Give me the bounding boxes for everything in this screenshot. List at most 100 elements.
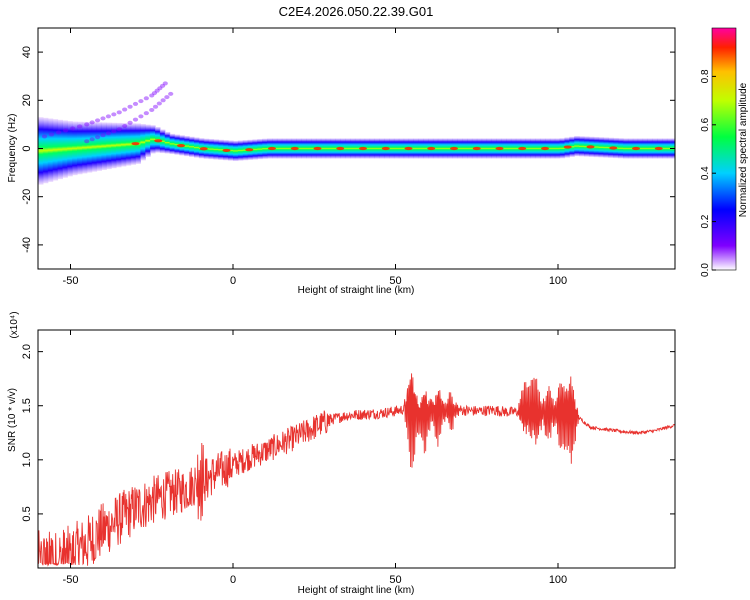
- spectrogram-band-column: [481, 138, 488, 159]
- colorbar-label: Normalized spectral amplitude: [738, 82, 749, 217]
- spectrogram-band-column: [101, 122, 107, 170]
- spectrogram-harmonic-dot: [105, 114, 112, 119]
- spectrogram-band-column: [320, 138, 327, 159]
- spectrogram-band-column: [120, 123, 127, 167]
- colorbar-tick-label: 0.4: [700, 166, 711, 180]
- spectrogram-band-column: [579, 136, 585, 157]
- spectrogram-peak: [336, 146, 345, 151]
- spectrogram-harmonic-dot: [89, 137, 95, 142]
- spectrogram-band-column: [437, 138, 444, 159]
- colorbar-tick-label: 0.2: [700, 214, 711, 228]
- spectrogram-band-column: [252, 139, 258, 160]
- snr-x-tick-label: 50: [389, 574, 401, 586]
- spectrogram-band-column: [228, 140, 234, 161]
- spectrogram-band-column: [57, 119, 63, 180]
- spectrogram-band-column: [569, 136, 575, 157]
- spectrogram-band-column: [159, 129, 166, 154]
- spectrogram-band-column: [306, 138, 312, 159]
- spectrogram-band-column: [96, 122, 102, 171]
- spectrogram-peak: [381, 146, 390, 151]
- spectrogram-band-column: [281, 138, 288, 159]
- spectrogram-band-column: [364, 138, 371, 159]
- spectrogram-band-column: [111, 122, 117, 169]
- snr-x-tick-label: -50: [63, 574, 79, 586]
- spectrogram-harmonic-dot: [105, 131, 112, 136]
- spectrogram-harmonic-dot: [143, 96, 149, 101]
- spectrogram-harmonic-dot: [122, 107, 128, 112]
- spectrogram-band-column: [354, 138, 361, 159]
- spectrogram-band-column: [330, 138, 336, 159]
- spectrogram-band-column: [257, 138, 263, 160]
- spectrogram-harmonic-dot: [122, 124, 128, 129]
- spectrogram-band-column: [47, 118, 54, 182]
- spectrogram-peak: [427, 146, 436, 151]
- spectrogram-peak: [313, 146, 322, 151]
- spectrogram-x-tick-label: -50: [63, 275, 79, 287]
- spectrogram-peak: [177, 144, 185, 148]
- spectrogram-band-column: [501, 138, 507, 159]
- spectrogram-band-column: [237, 140, 244, 161]
- spectrogram-peak: [245, 148, 254, 152]
- snr-y-tick-label: 1.0: [21, 452, 33, 467]
- spectrogram-panel: -50 0 50 100 -40 -20 0 20 40 Height of straight…: [7, 27, 676, 296]
- spectrogram-harmonic-dot: [138, 114, 144, 119]
- spectrogram-band-column: [164, 131, 171, 154]
- spectrogram-harmonic-dot: [100, 116, 106, 121]
- spectrogram-harmonic-dot: [159, 83, 166, 88]
- spectrogram-harmonic-dot: [164, 95, 170, 100]
- spectrogram-peak: [359, 146, 367, 151]
- snr-x-label: Height of straight line (km): [298, 585, 415, 596]
- spectrogram-band-column: [38, 117, 44, 185]
- snr-x-tick-label: 100: [549, 574, 567, 586]
- spectrogram-band-column: [91, 122, 98, 172]
- spectrogram-peak: [654, 146, 663, 151]
- colorbar-tick-label: 0.0: [700, 263, 711, 277]
- spectrogram-band-column: [618, 138, 624, 159]
- spectrogram-harmonic-dot: [127, 120, 133, 125]
- spectrogram-band-column: [574, 135, 580, 157]
- spectrogram-harmonic-dot: [157, 86, 163, 91]
- spectrogram-band-column: [413, 138, 419, 159]
- spectrogram-peak: [541, 146, 549, 151]
- spectrogram-band-column: [554, 138, 561, 159]
- spectrogram-band-column: [86, 121, 93, 173]
- spectrogram-band-column: [642, 138, 648, 159]
- spectrogram-harmonic-dot: [127, 104, 133, 109]
- spectrogram-peak: [290, 146, 299, 151]
- spectrogram-peak: [609, 146, 618, 150]
- spectrogram-harmonic-dot: [55, 130, 62, 135]
- spectrogram-band-column: [262, 138, 268, 159]
- spectrogram-harmonic-dot: [168, 91, 174, 96]
- spectrogram-peak: [518, 146, 527, 151]
- spectrogram-harmonic-dot: [151, 91, 158, 96]
- spectrogram-peak: [154, 139, 163, 143]
- spectrogram-peak: [199, 147, 208, 151]
- spectrogram-band-column: [398, 138, 405, 159]
- spectrogram-band-column: [647, 138, 653, 159]
- spectrogram-band-column: [432, 138, 439, 159]
- spectrogram-band-column: [208, 138, 215, 160]
- spectrogram-band-column: [184, 135, 190, 157]
- spectrogram-x-tick-label: 0: [230, 275, 236, 287]
- spectrogram-harmonic-dot: [149, 93, 155, 98]
- spectrogram-peak: [563, 145, 572, 149]
- snr-panel: -50 0 50 100 0.5 1.0 1.5 2.0 Height of straigh…: [7, 311, 676, 596]
- spectrogram-band-column: [491, 138, 497, 159]
- spectrogram-band-column: [662, 138, 668, 159]
- spectrogram-band-column: [145, 124, 151, 157]
- spectrogram-peak: [268, 146, 276, 151]
- colorbar-tick-label: 0.6: [700, 117, 711, 131]
- spectrogram-peak: [450, 146, 458, 151]
- spectrogram-peak: [404, 146, 413, 151]
- spectrogram-band-column: [296, 138, 302, 159]
- colorbar-gradient: [711, 27, 737, 271]
- spectrogram-band-column: [213, 139, 219, 160]
- spectrogram-peak: [472, 146, 481, 151]
- spectrogram-band-column: [62, 120, 68, 178]
- spectrogram-harmonic-dot: [63, 128, 69, 133]
- spectrogram-harmonic-dot: [84, 122, 90, 127]
- spectrogram-band-column: [52, 119, 59, 181]
- snr-y-tick-label: 0.5: [21, 506, 33, 521]
- snr-x-tick-label: 0: [230, 574, 236, 586]
